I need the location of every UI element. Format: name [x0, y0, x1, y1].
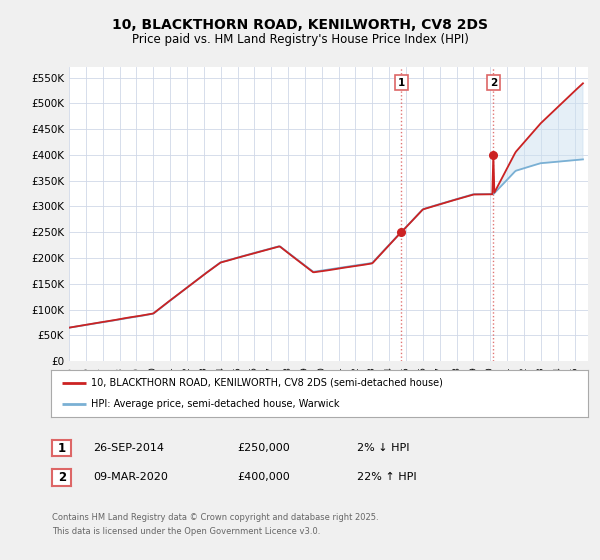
Text: Contains HM Land Registry data © Crown copyright and database right 2025.: Contains HM Land Registry data © Crown c… — [52, 514, 379, 522]
Text: 1: 1 — [58, 441, 66, 455]
Text: 22% ↑ HPI: 22% ↑ HPI — [357, 472, 416, 482]
Text: Price paid vs. HM Land Registry's House Price Index (HPI): Price paid vs. HM Land Registry's House … — [131, 32, 469, 46]
Text: £400,000: £400,000 — [237, 472, 290, 482]
Text: 10, BLACKTHORN ROAD, KENILWORTH, CV8 2DS (semi-detached house): 10, BLACKTHORN ROAD, KENILWORTH, CV8 2DS… — [91, 378, 443, 388]
Text: 1: 1 — [398, 78, 405, 88]
Text: This data is licensed under the Open Government Licence v3.0.: This data is licensed under the Open Gov… — [52, 528, 320, 536]
Text: HPI: Average price, semi-detached house, Warwick: HPI: Average price, semi-detached house,… — [91, 399, 340, 409]
Text: 2% ↓ HPI: 2% ↓ HPI — [357, 443, 409, 453]
Text: 2: 2 — [58, 470, 66, 484]
Text: £250,000: £250,000 — [237, 443, 290, 453]
Text: 26-SEP-2014: 26-SEP-2014 — [93, 443, 164, 453]
Text: 2: 2 — [490, 78, 497, 88]
Text: 10, BLACKTHORN ROAD, KENILWORTH, CV8 2DS: 10, BLACKTHORN ROAD, KENILWORTH, CV8 2DS — [112, 18, 488, 32]
Text: 09-MAR-2020: 09-MAR-2020 — [93, 472, 168, 482]
